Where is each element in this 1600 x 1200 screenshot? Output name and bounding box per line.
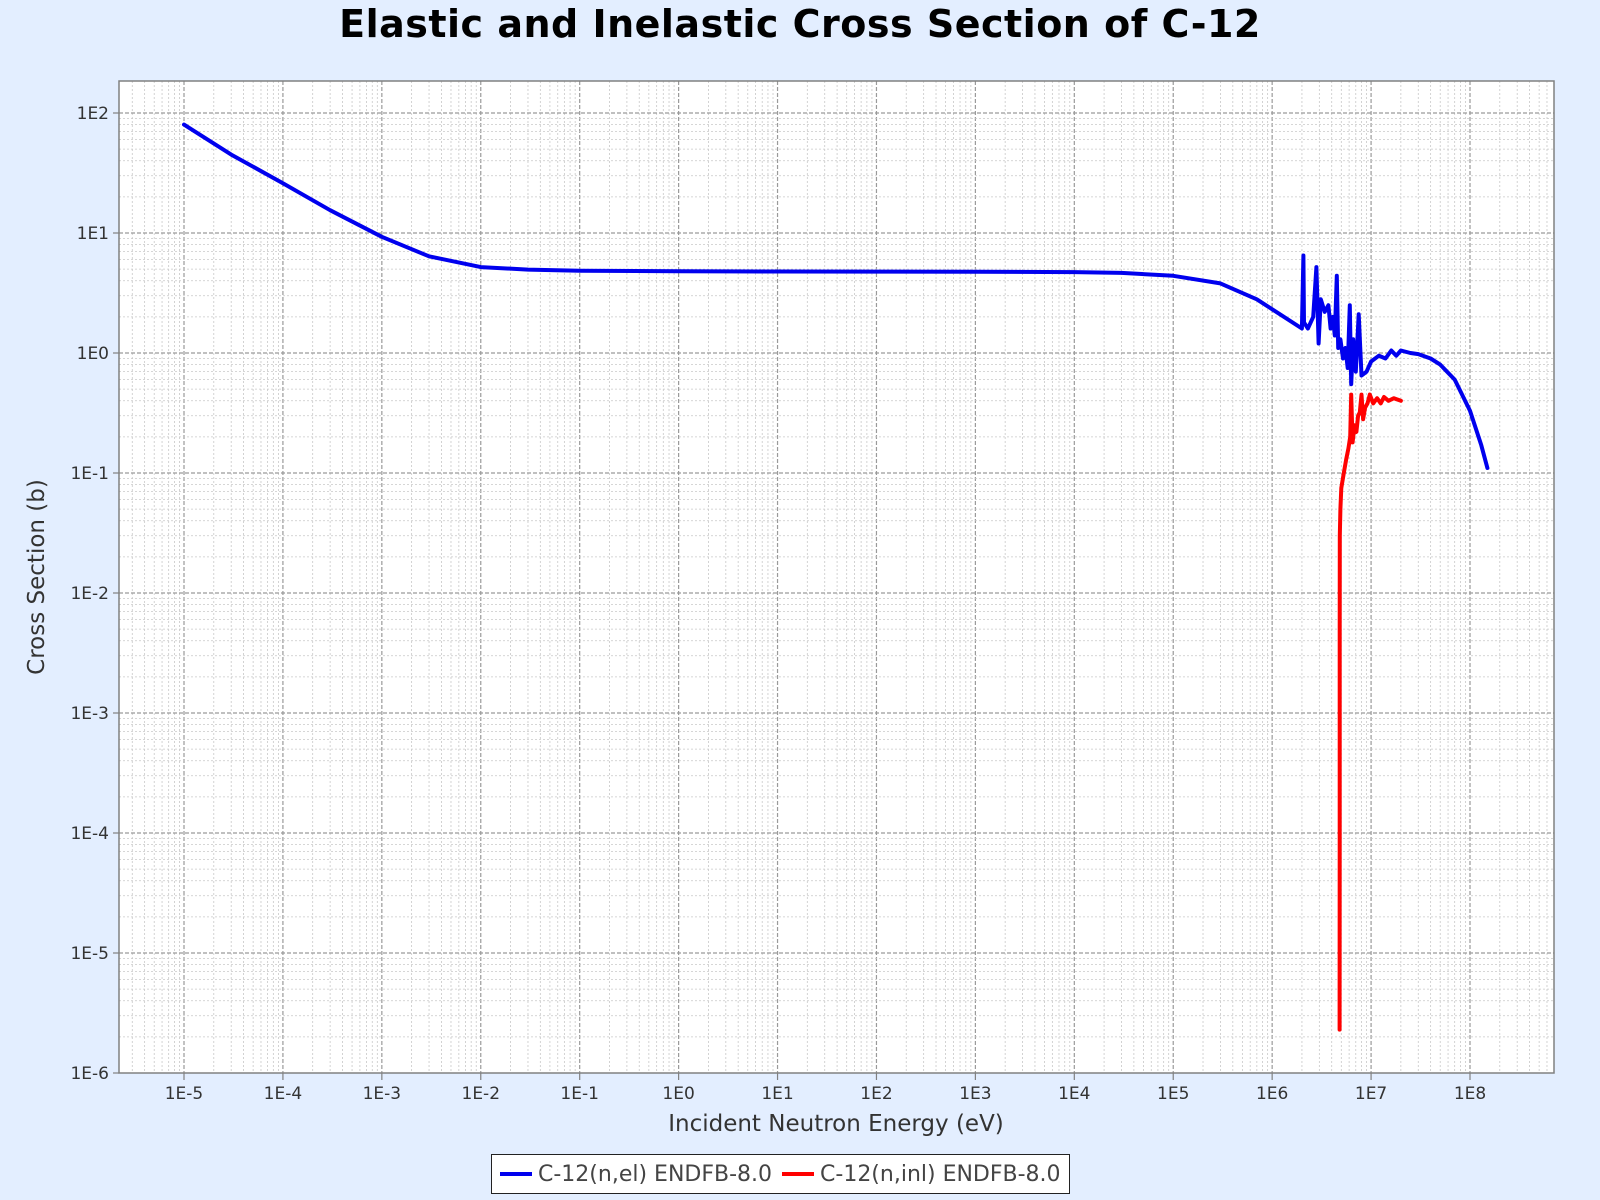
y-tick-label: 1E-6 bbox=[70, 1064, 109, 1084]
y-tick-label: 1E-4 bbox=[70, 824, 109, 844]
x-tick-label: 1E5 bbox=[1157, 1084, 1189, 1104]
x-tick-label: 1E4 bbox=[1058, 1084, 1090, 1104]
x-tick-label: 1E3 bbox=[959, 1084, 991, 1104]
y-tick-label: 1E0 bbox=[77, 344, 109, 364]
legend-swatch-inelastic bbox=[782, 1172, 815, 1176]
series-line-elastic bbox=[182, 122, 1490, 470]
legend-label-inelastic: C-12(n,inl) ENDFB-8.0 bbox=[820, 1161, 1061, 1187]
x-tick-label: 1E0 bbox=[662, 1084, 694, 1104]
legend-swatch-elastic bbox=[500, 1172, 532, 1176]
legend-item-inelastic: C-12(n,inl) ENDFB-8.0 bbox=[782, 1162, 1061, 1187]
x-tick-label: 1E-5 bbox=[165, 1084, 204, 1104]
x-tick-label: 1E8 bbox=[1454, 1084, 1486, 1104]
x-tick-label: 1E1 bbox=[761, 1084, 793, 1104]
x-tick-label: 1E-2 bbox=[462, 1084, 501, 1104]
x-tick-label: 1E-1 bbox=[560, 1084, 599, 1104]
y-tick-label: 1E-5 bbox=[70, 944, 109, 964]
chart-title: Elastic and Inelastic Cross Section of C… bbox=[339, 2, 1261, 46]
series-lines bbox=[182, 122, 1490, 1032]
axes: 1E-5 1E-4 1E-3 1E-2 1E-1 1E0 1E1 1E2 1E3 1E4 1E5 1E… bbox=[70, 104, 1486, 1104]
legend: C-12(n,el) ENDFB-8.0 C-12(n,inl) ENDFB-8… bbox=[491, 1154, 1070, 1194]
y-axis-label: Cross Section (b) bbox=[24, 479, 50, 675]
plot-border bbox=[118, 80, 1555, 1074]
x-axis-label: Incident Neutron Energy (eV) bbox=[668, 1111, 1004, 1137]
y-tick-label: 1E-1 bbox=[70, 464, 109, 484]
y-tick-label: 1E1 bbox=[77, 224, 109, 244]
y-tick-label: 1E2 bbox=[77, 104, 109, 124]
grid-lines bbox=[119, 81, 1554, 1073]
legend-label-elastic: C-12(n,el) ENDFB-8.0 bbox=[538, 1161, 773, 1187]
x-tick-label: 1E-3 bbox=[363, 1084, 402, 1104]
legend-item-elastic: C-12(n,el) ENDFB-8.0 bbox=[500, 1162, 772, 1187]
x-tick-label: 1E-4 bbox=[264, 1084, 303, 1104]
series-line-inelastic bbox=[1337, 392, 1403, 1032]
y-tick-label: 1E-3 bbox=[70, 704, 109, 724]
x-tick-label: 1E7 bbox=[1355, 1084, 1387, 1104]
x-tick-label: 1E6 bbox=[1256, 1084, 1288, 1104]
y-tick-label: 1E-2 bbox=[70, 584, 109, 604]
plot-background bbox=[119, 81, 1554, 1073]
x-tick-label: 1E2 bbox=[860, 1084, 892, 1104]
